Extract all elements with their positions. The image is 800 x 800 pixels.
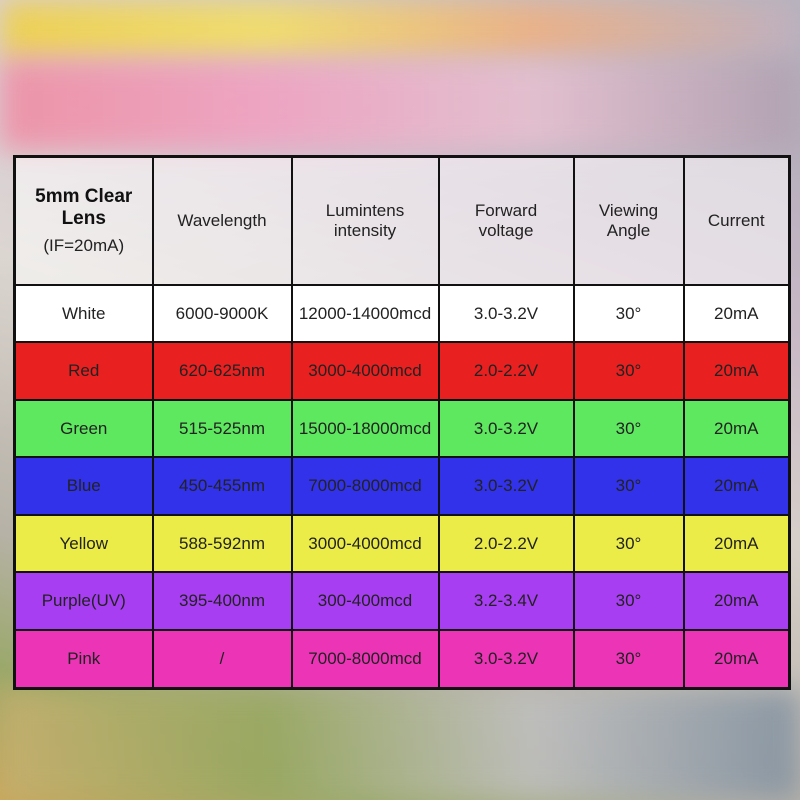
table-row: Purple(UV) 395-400nm 300-400mcd 3.2-3.4V 30°…: [13, 571, 791, 631]
table-cell: 30°: [572, 341, 685, 401]
header-row: 5mm Clear Lens (IF=20mA) Wavelength Lumin…: [13, 155, 791, 286]
table-cell: 7000-8000mcd: [290, 628, 440, 690]
table-cell: 30°: [572, 398, 685, 459]
table-cell: Pink: [13, 628, 154, 690]
table-cell: 300-400mcd: [290, 571, 440, 631]
table-row: Green 515-525nm 15000-18000mcd 3.0-3.2V 30° 2…: [13, 398, 791, 459]
table-cell: Blue: [13, 456, 154, 516]
table-cell: White: [13, 283, 154, 344]
table-cell: 20mA: [682, 456, 791, 516]
table-cell: 30°: [572, 513, 685, 574]
table-cell: 515-525nm: [151, 398, 293, 459]
table-cell: 3000-4000mcd: [290, 513, 440, 574]
table-cell: Green: [13, 398, 154, 459]
table-cell: 20mA: [682, 571, 791, 631]
table-cell: 30°: [572, 628, 685, 690]
swatch: [0, 0, 800, 60]
table-cell: 7000-8000mcd: [290, 456, 440, 516]
table-cell: 588-592nm: [151, 513, 293, 574]
table-cell: 3.0-3.2V: [437, 398, 575, 459]
table-cell: 20mA: [682, 513, 791, 574]
table-cell: Red: [13, 341, 154, 401]
table-row: Yellow 588-592nm 3000-4000mcd 2.0-2.2V 30° 20…: [13, 513, 791, 574]
table-row: Pink/7000-8000mcd 3.0-3.2V 30° 20mA: [13, 628, 791, 690]
table-cell: 30°: [572, 571, 685, 631]
table-cell: Yellow: [13, 513, 154, 574]
swatch: [0, 60, 800, 150]
table-cell: 20mA: [682, 283, 791, 344]
table-cell: 3.0-3.2V: [437, 283, 575, 344]
table-cell: 3.2-3.4V: [437, 571, 575, 631]
table-cell: 6000-9000K: [151, 283, 293, 344]
table-cell: 20mA: [682, 628, 791, 690]
table-cell: 3000-4000mcd: [290, 341, 440, 401]
table-cell: 20mA: [682, 341, 791, 401]
table-cell: 620-625nm: [151, 341, 293, 401]
table-body: 5mm Clear Lens (IF=20mA) Wavelength Lumin…: [13, 155, 791, 690]
header-cell: Viewing Angle: [572, 155, 685, 286]
table-cell: 30°: [572, 283, 685, 344]
header-note: (IF=20mA): [43, 236, 125, 255]
table-cell: 395-400nm: [151, 571, 293, 631]
spec-table: 5mm Clear Lens (IF=20mA) Wavelength Lumin…: [13, 155, 791, 690]
table-cell: 3.0-3.2V: [437, 456, 575, 516]
header-cell: 5mm Clear Lens (IF=20mA): [13, 155, 154, 286]
header-cell: Wavelength: [151, 155, 293, 286]
header-cell: Current: [682, 155, 791, 286]
header-title: 5mm Clear Lens: [35, 186, 133, 229]
table-cell: 20mA: [682, 398, 791, 459]
table-row: White 6000-9000K 12000-14000mcd 3.0-3.2V 30°…: [13, 283, 791, 344]
swatch: [0, 690, 800, 800]
table-row: Blue 450-455nm 7000-8000mcd 3.0-3.2V 30° 20mA: [13, 456, 791, 516]
table-cell: 15000-18000mcd: [290, 398, 440, 459]
table-cell: 30°: [572, 456, 685, 516]
table-cell: 2.0-2.2V: [437, 513, 575, 574]
table-cell: 450-455nm: [151, 456, 293, 516]
table-cell: /: [151, 628, 293, 690]
table-cell: 2.0-2.2V: [437, 341, 575, 401]
header-cell: Lumintens intensity: [290, 155, 440, 286]
table-cell: Purple(UV): [13, 571, 154, 631]
table-cell: 12000-14000mcd: [290, 283, 440, 344]
table-cell: 3.0-3.2V: [437, 628, 575, 690]
table-row: Red 620-625nm 3000-4000mcd 2.0-2.2V 30° 20mA: [13, 341, 791, 401]
header-cell: Forward voltage: [437, 155, 575, 286]
